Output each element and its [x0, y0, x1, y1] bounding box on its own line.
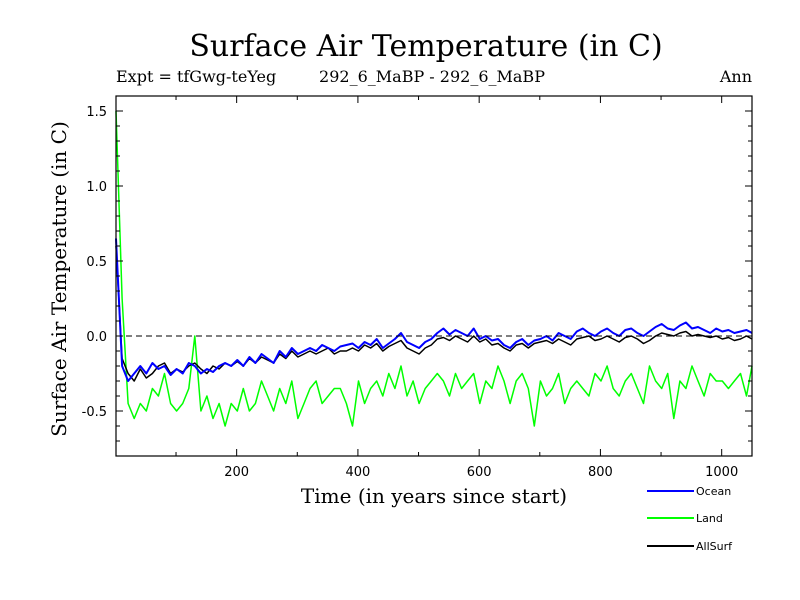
series-line-ocean: [115, 238, 753, 382]
legend-label-allsurf: AllSurf: [696, 540, 733, 553]
legend-label-land: Land: [696, 512, 723, 525]
series-group: [115, 110, 753, 427]
y-tick-label: 0.5: [86, 255, 107, 270]
chart-title: Surface Air Temperature (in C): [189, 29, 662, 64]
y-tick-label: -0.5: [82, 405, 107, 420]
series-line-allsurf: [115, 245, 753, 382]
comparison-label: 292_6_MaBP - 292_6_MaBP: [319, 67, 545, 86]
series-line-land: [115, 110, 753, 427]
season-label: Ann: [719, 67, 752, 86]
legend-label-ocean: Ocean: [696, 485, 731, 498]
x-tick-label: 600: [467, 465, 492, 480]
axis-ticks: 200 400 600 800 1000 -0.5 0.0 0.5 1.0 1.5: [82, 96, 752, 480]
y-axis-label: Surface Air Temperature (in C): [47, 121, 71, 437]
experiment-label: Expt = tfGwg-teYeg: [116, 67, 276, 86]
y-tick-label: 0.0: [86, 330, 107, 345]
x-tick-label: 400: [345, 465, 370, 480]
x-axis-label: Time (in years since start): [301, 484, 567, 508]
x-tick-label: 800: [588, 465, 613, 480]
y-tick-label: 1.5: [86, 105, 107, 120]
y-tick-label: 1.0: [86, 180, 107, 195]
x-tick-label: 1000: [705, 465, 738, 480]
legend: Ocean Land AllSurf: [647, 485, 733, 553]
x-tick-label: 200: [224, 465, 249, 480]
